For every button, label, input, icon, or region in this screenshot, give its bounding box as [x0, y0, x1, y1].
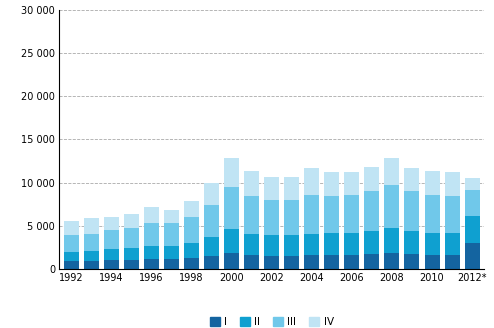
- Bar: [104, 217, 119, 230]
- Bar: [464, 190, 480, 216]
- Bar: [464, 178, 480, 190]
- Bar: [445, 255, 459, 269]
- Bar: [384, 228, 400, 253]
- Bar: [384, 157, 400, 185]
- Bar: [64, 235, 79, 252]
- Bar: [104, 249, 119, 260]
- Bar: [224, 187, 239, 229]
- Bar: [365, 254, 379, 269]
- Bar: [324, 195, 339, 233]
- Bar: [304, 255, 319, 269]
- Bar: [365, 231, 379, 254]
- Bar: [64, 261, 79, 269]
- Bar: [304, 195, 319, 234]
- Bar: [124, 228, 139, 248]
- Bar: [84, 218, 99, 234]
- Legend: I, II, III, IV: I, II, III, IV: [206, 313, 338, 328]
- Bar: [344, 195, 359, 233]
- Bar: [84, 251, 99, 261]
- Bar: [224, 158, 239, 187]
- Bar: [405, 254, 419, 269]
- Bar: [84, 261, 99, 269]
- Bar: [224, 229, 239, 253]
- Bar: [144, 223, 159, 246]
- Bar: [164, 210, 179, 223]
- Bar: [184, 217, 199, 243]
- Bar: [344, 172, 359, 195]
- Bar: [204, 205, 219, 237]
- Bar: [445, 233, 459, 255]
- Bar: [464, 243, 480, 269]
- Bar: [445, 195, 459, 233]
- Bar: [324, 172, 339, 195]
- Bar: [164, 259, 179, 269]
- Bar: [464, 216, 480, 243]
- Bar: [324, 233, 339, 255]
- Bar: [264, 235, 279, 256]
- Bar: [405, 191, 419, 231]
- Bar: [424, 233, 440, 255]
- Bar: [64, 252, 79, 261]
- Bar: [424, 255, 440, 269]
- Bar: [365, 191, 379, 231]
- Bar: [344, 233, 359, 255]
- Bar: [384, 253, 400, 269]
- Bar: [264, 256, 279, 269]
- Bar: [284, 256, 299, 269]
- Bar: [445, 172, 459, 195]
- Bar: [304, 168, 319, 195]
- Bar: [204, 183, 219, 205]
- Bar: [424, 195, 440, 233]
- Bar: [124, 248, 139, 260]
- Bar: [84, 234, 99, 251]
- Bar: [224, 253, 239, 269]
- Bar: [284, 235, 299, 256]
- Bar: [284, 176, 299, 200]
- Bar: [244, 196, 259, 234]
- Bar: [164, 223, 179, 246]
- Bar: [384, 185, 400, 228]
- Bar: [344, 255, 359, 269]
- Bar: [284, 200, 299, 235]
- Bar: [365, 167, 379, 191]
- Bar: [164, 246, 179, 259]
- Bar: [244, 234, 259, 255]
- Bar: [204, 256, 219, 269]
- Bar: [64, 221, 79, 235]
- Bar: [104, 260, 119, 269]
- Bar: [424, 171, 440, 195]
- Bar: [405, 231, 419, 254]
- Bar: [264, 200, 279, 235]
- Bar: [264, 177, 279, 200]
- Bar: [184, 201, 199, 217]
- Bar: [184, 243, 199, 258]
- Bar: [204, 237, 219, 256]
- Bar: [104, 230, 119, 249]
- Bar: [405, 168, 419, 191]
- Bar: [124, 214, 139, 228]
- Bar: [244, 255, 259, 269]
- Bar: [144, 246, 159, 259]
- Bar: [244, 171, 259, 196]
- Bar: [144, 259, 159, 269]
- Bar: [304, 234, 319, 255]
- Bar: [324, 255, 339, 269]
- Bar: [144, 207, 159, 223]
- Bar: [124, 260, 139, 269]
- Bar: [184, 258, 199, 269]
